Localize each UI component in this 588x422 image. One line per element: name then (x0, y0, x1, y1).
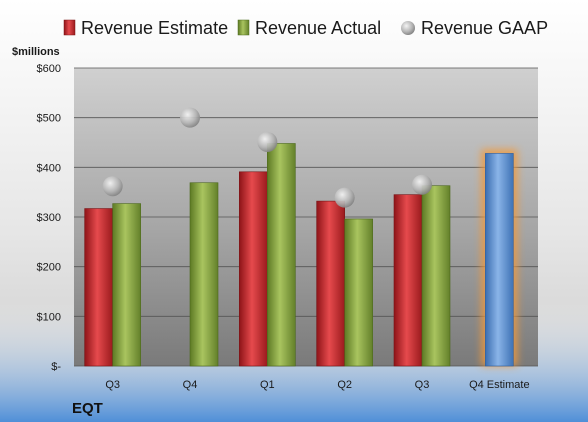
bar-revenue-actual (267, 143, 296, 367)
y-tick-label: $100 (37, 311, 61, 323)
gaap-markers (102, 107, 432, 208)
bar-revenue-estimate (239, 171, 268, 367)
bar-revenue-actual (344, 218, 373, 367)
bars (84, 143, 518, 367)
legend-swatch-gaap (401, 21, 415, 35)
x-tick-label: Q3 (415, 379, 430, 391)
marker-revenue-gaap (102, 176, 123, 197)
marker-revenue-gaap (257, 132, 278, 153)
y-tick-label: $500 (37, 113, 61, 125)
legend-label-gaap: Revenue GAAP (421, 18, 548, 38)
y-tick-label: $200 (37, 262, 61, 274)
bar-q4-estimate (485, 153, 514, 367)
legend-item-revenue-estimate: Revenue Estimate (63, 18, 228, 38)
x-tick-label: Q4 Estimate (469, 379, 530, 391)
y-tick-label: $- (51, 361, 61, 373)
legend-swatch-estimate (63, 19, 76, 36)
x-tick-label: Q2 (337, 379, 352, 391)
bar-revenue-estimate (393, 194, 423, 367)
legend: Revenue Estimate Revenue Actual Revenue … (63, 18, 548, 38)
bar-revenue-estimate (84, 208, 113, 367)
bar-revenue-estimate (316, 200, 345, 367)
legend-label-actual: Revenue Actual (255, 18, 381, 38)
x-axis-ticks: Q3 Q4 Q1 Q2 Q3 Q4 Estimate (105, 379, 529, 391)
ticker-label: EQT (72, 400, 103, 417)
legend-item-revenue-actual: Revenue Actual (237, 18, 381, 38)
x-tick-label: Q3 (105, 379, 120, 391)
marker-revenue-gaap (412, 174, 432, 195)
legend-swatch-actual (237, 19, 250, 36)
y-tick-label: $300 (37, 212, 61, 224)
marker-revenue-gaap (334, 187, 355, 208)
y-axis-unit-label: $millions (12, 46, 60, 58)
x-tick-label: Q1 (260, 379, 275, 391)
y-axis-ticks: $- $100 $200 $300 $400 $500 $600 (37, 63, 62, 373)
bar-revenue-actual (112, 203, 141, 367)
y-tick-label: $400 (37, 162, 61, 174)
grid-lines (74, 67, 538, 367)
y-tick-label: $600 (37, 63, 61, 75)
bar-revenue-actual (421, 185, 451, 367)
legend-item-revenue-gaap: Revenue GAAP (401, 18, 548, 38)
marker-revenue-gaap (180, 107, 200, 128)
bar-revenue-actual (189, 182, 219, 367)
legend-label-estimate: Revenue Estimate (81, 18, 228, 38)
x-tick-label: Q4 (183, 379, 198, 391)
